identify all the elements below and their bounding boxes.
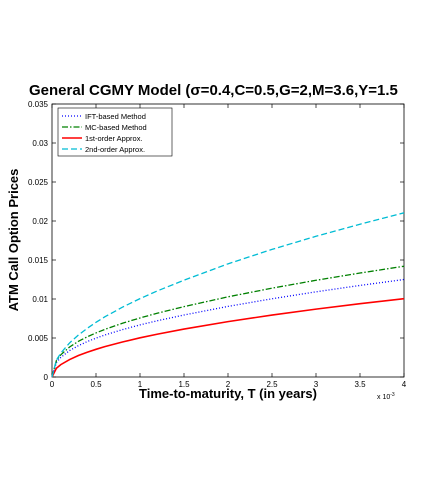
x-axis-exponent-power: -3 — [390, 392, 395, 398]
series-line-2nd-order-approx — [51, 212, 405, 378]
y-tick-label: 0.035 — [28, 100, 49, 109]
x-tick-label: 1.5 — [178, 380, 190, 389]
y-tick-label: 0.03 — [32, 139, 48, 148]
legend: IFT-based Method MC-based Method 1st-order… — [57, 107, 173, 157]
x-axis-label: Time-to-maturity, T (in years) — [139, 386, 317, 401]
series-line-ift-based-method — [51, 278, 405, 378]
chart-title: General CGMY Model (σ=0.4,C=0.5,G=2,M=3.… — [29, 82, 398, 99]
y-axis-label: ATM Call Option Prices — [6, 169, 21, 312]
series-lines — [51, 212, 405, 378]
legend-entry: MC-based Method — [85, 123, 147, 132]
x-axis-exponent: x 10-3 — [377, 392, 395, 401]
y-axis-ticks: 0 0.005 0.01 0.015 0.02 0.025 0.03 0.035 — [28, 100, 404, 382]
y-tick-label: 0.01 — [32, 295, 48, 304]
legend-entry: 1st-order Approx. — [85, 134, 143, 143]
x-tick-label: 4 — [402, 380, 407, 389]
x-axis-exponent-base: x 10 — [377, 394, 390, 401]
x-tick-label: 3.5 — [354, 380, 366, 389]
x-axis-ticks: 0 0.5 1 1.5 2 2.5 3 3.5 4 — [50, 104, 407, 389]
legend-entry: IFT-based Method — [85, 112, 146, 121]
x-tick-label: 0.5 — [90, 380, 102, 389]
x-tick-label: 2.5 — [266, 380, 278, 389]
y-tick-label: 0.02 — [32, 217, 48, 226]
y-tick-label: 0 — [44, 373, 49, 382]
x-tick-label: 2 — [226, 380, 231, 389]
y-tick-label: 0.025 — [28, 178, 49, 187]
x-tick-label: 1 — [138, 380, 143, 389]
x-tick-label: 3 — [314, 380, 319, 389]
y-tick-label: 0.015 — [28, 256, 49, 265]
x-tick-label: 0 — [50, 380, 55, 389]
series-line-mc-based-method — [51, 265, 405, 378]
series-line-1st-order-approx — [51, 297, 405, 378]
y-tick-label: 0.005 — [28, 334, 49, 343]
legend-entry: 2nd-order Approx. — [85, 145, 145, 154]
